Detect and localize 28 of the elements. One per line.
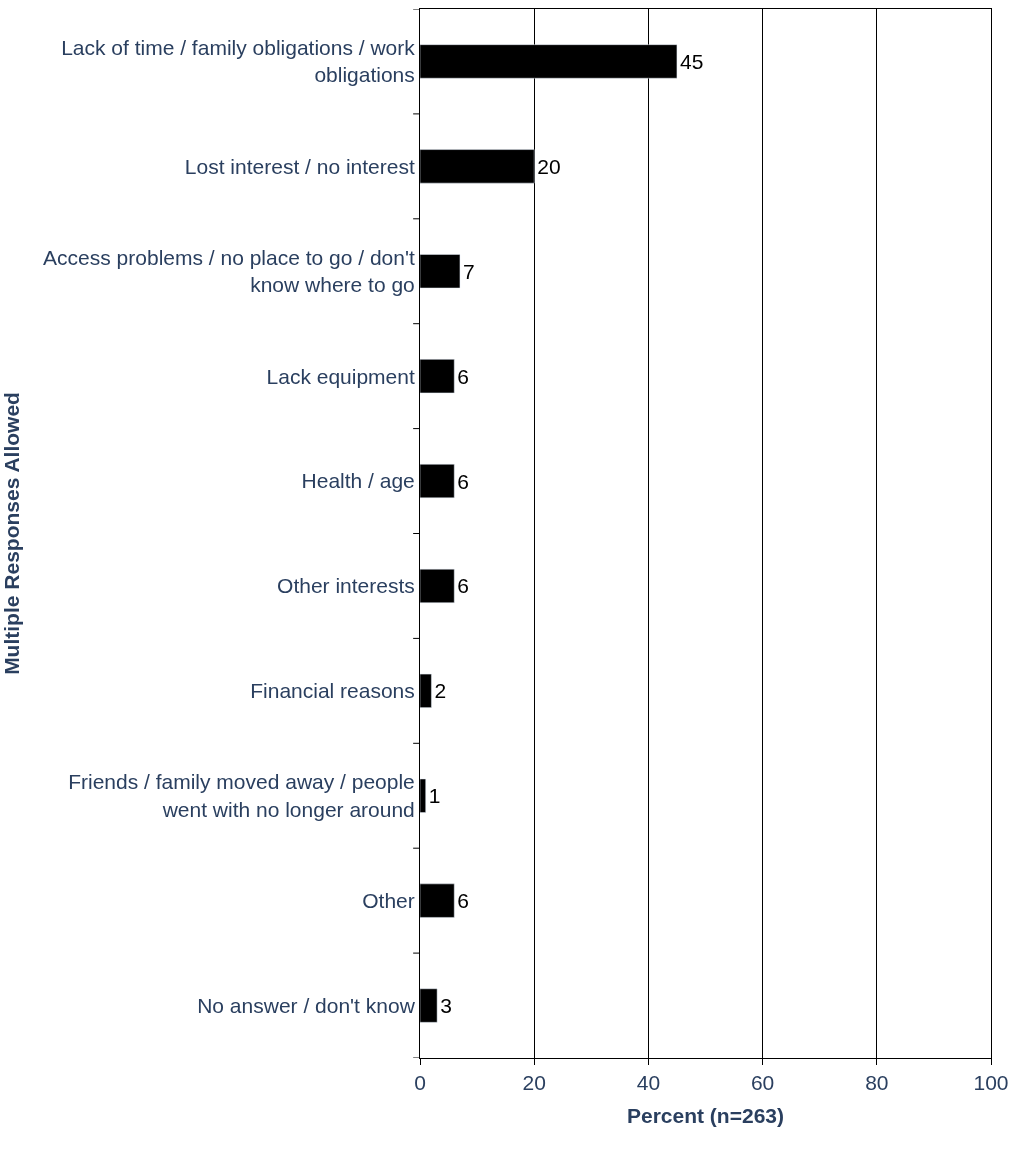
x-tick-label: 100 [973,1071,1009,1095]
x-axis-title: Percent (n=263) [627,1104,784,1128]
data-label: 1 [428,784,441,808]
y-tick-label: Lack of time / family obligations / work obligations [61,36,416,87]
y-tick-label: Lack equipment [266,364,415,388]
data-label: 45 [679,49,704,73]
x-tick-label: 40 [636,1071,661,1095]
data-label: 7 [462,259,475,283]
y-tick-label: Lost interest / no interest [184,154,415,178]
x-tick-label: 60 [750,1071,775,1095]
data-label: 2 [434,679,447,703]
y-tick-label: Other [362,889,415,912]
y-tick-label: Health / age [301,469,415,493]
data-label: 6 [457,469,469,493]
y-tick-label: No answer / don't know [197,993,416,1017]
data-label: 3 [440,994,452,1018]
x-tick-label: 80 [865,1071,889,1095]
data-label: 20 [537,154,561,178]
y-tick-label: Other interests [277,574,415,598]
data-label: 6 [457,364,469,388]
y-tick-label: Access problems / no place to go / don't know where to go [43,245,415,297]
y-tick-label: Financial reasons [250,679,415,703]
x-tick-label: 0 [414,1071,426,1095]
x-tick-label: 20 [522,1071,546,1095]
data-label: 6 [457,574,469,598]
y-axis-title: Multiple Responses Allowed [0,392,23,675]
y-tick-label: Friends / family moved away / people went with no longer around [68,770,415,821]
data-label: 6 [457,889,469,913]
